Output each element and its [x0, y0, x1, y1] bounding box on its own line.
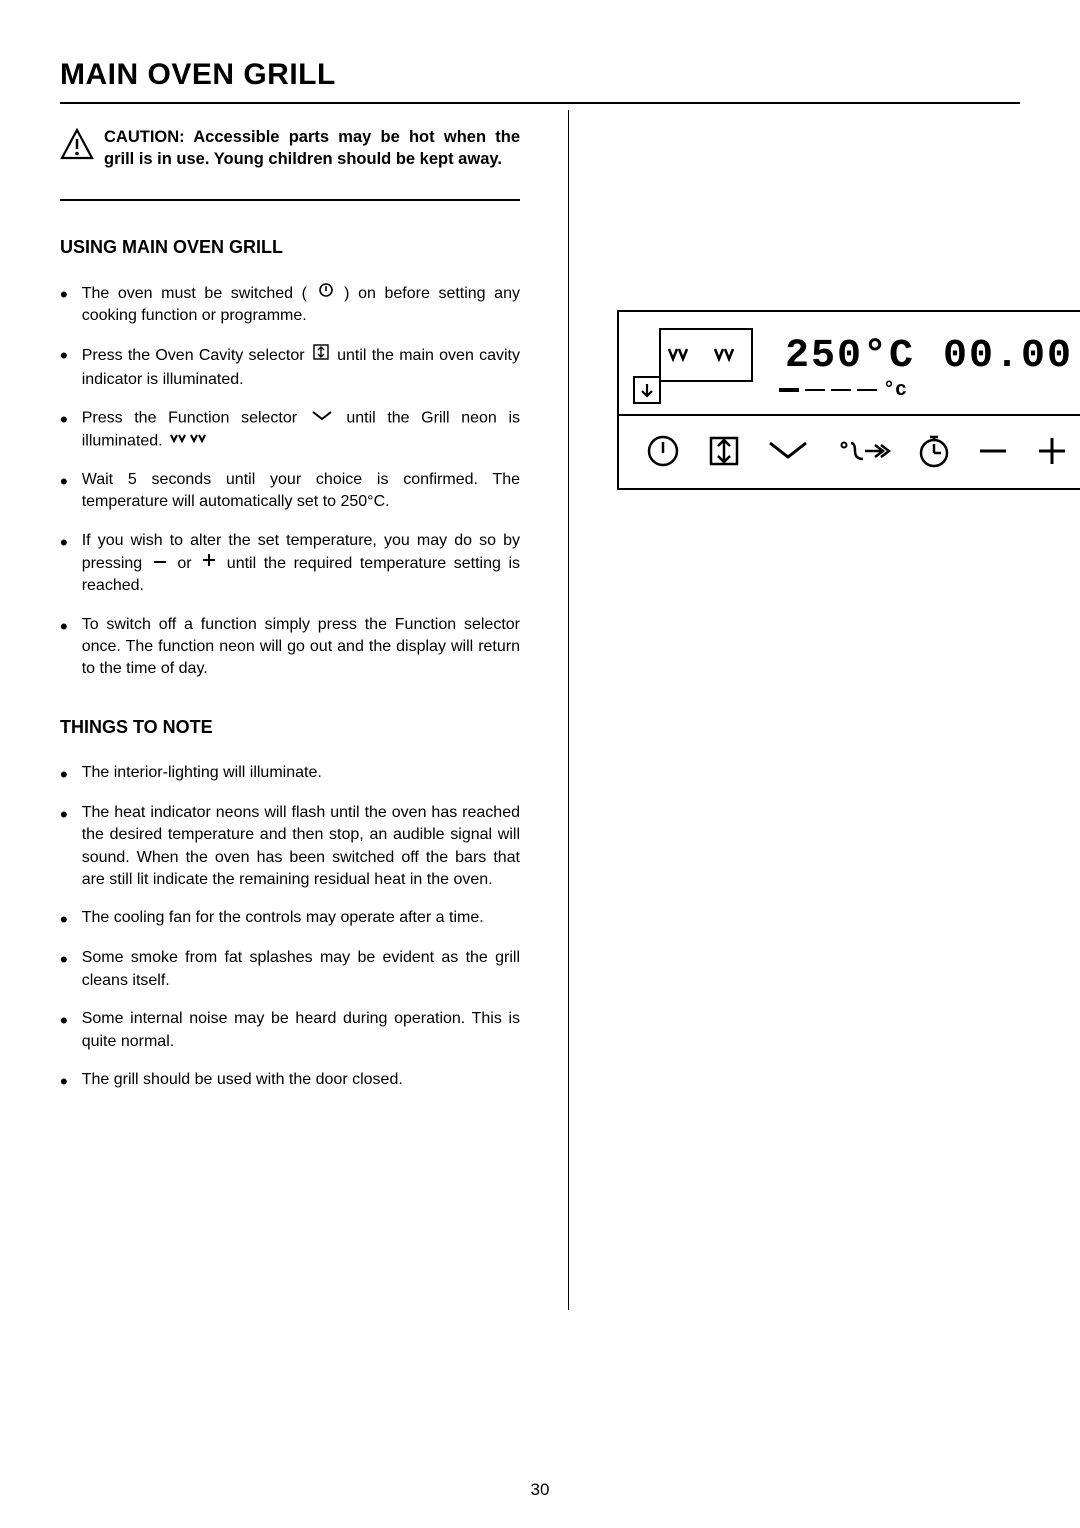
- digital-readout: 250°C °c 00.00: [765, 325, 1080, 402]
- list-item: The cooling fan for the controls may ope…: [60, 907, 520, 931]
- text-fragment: The oven must be switched (: [82, 284, 307, 301]
- things-to-note-heading: THINGS TO NOTE: [60, 717, 520, 738]
- list-item: If you wish to alter the set temperature…: [60, 530, 520, 598]
- text-fragment: Some internal noise may be heard during …: [82, 1008, 520, 1053]
- power-button-icon[interactable]: [645, 433, 681, 469]
- oven-display-panel: 250°C °c 00.00: [617, 310, 1080, 490]
- display-buttons-row: [619, 414, 1080, 488]
- function-button-icon[interactable]: [766, 439, 810, 463]
- grill-mode-icon: [659, 328, 753, 382]
- text-fragment: Wait 5 seconds until your choice is conf…: [82, 469, 520, 514]
- page-number: 30: [0, 1480, 1080, 1500]
- plus-button-icon[interactable]: [1035, 434, 1069, 468]
- oven-cavity-button-icon[interactable]: [706, 433, 742, 469]
- timer-button-icon[interactable]: [916, 433, 952, 469]
- list-item: The grill should be used with the door c…: [60, 1069, 520, 1093]
- mode-indicator: [633, 322, 753, 404]
- heat-indicator-bars: °c: [779, 379, 907, 402]
- plus-icon: [201, 552, 217, 575]
- list-item: The oven must be switched ( ) on before …: [60, 282, 520, 328]
- minus-button-icon[interactable]: [976, 441, 1010, 461]
- list-item: Press the Function selector until the Gr…: [60, 407, 520, 453]
- down-arrow-icon: [633, 376, 661, 404]
- time-display: 00.00: [943, 337, 1073, 377]
- caution-text: CAUTION: Accessible parts may be hot whe…: [104, 126, 520, 171]
- list-item: Wait 5 seconds until your choice is conf…: [60, 469, 520, 514]
- display-top-row: 250°C °c 00.00: [619, 312, 1080, 416]
- text-fragment: Some smoke from fat splashes may be evid…: [82, 947, 520, 992]
- temp-rapid-button-icon[interactable]: [835, 437, 891, 465]
- things-to-note-list: The interior-lighting will illuminate. T…: [60, 762, 520, 1093]
- minus-icon: [152, 552, 168, 574]
- text-fragment: Press the Function selector: [82, 410, 309, 427]
- left-column: CAUTION: Accessible parts may be hot whe…: [60, 104, 520, 1310]
- temp-unit: °c: [883, 379, 907, 402]
- function-selector-icon: [311, 407, 333, 429]
- power-icon: [318, 282, 334, 305]
- list-item: Press the Oven Cavity selector until the…: [60, 343, 520, 391]
- grill-double-icon: [169, 430, 207, 452]
- page-title: MAIN OVEN GRILL: [60, 58, 1020, 104]
- caution-block: CAUTION: Accessible parts may be hot whe…: [60, 104, 520, 201]
- list-item: Some smoke from fat splashes may be evid…: [60, 947, 520, 992]
- list-item: To switch off a function simply press th…: [60, 614, 520, 681]
- text-fragment: The cooling fan for the controls may ope…: [82, 907, 520, 931]
- oven-cavity-icon: [312, 343, 330, 368]
- text-fragment: Press the Oven Cavity selector: [82, 347, 310, 364]
- text-fragment: or: [177, 555, 199, 572]
- list-item: Some internal noise may be heard during …: [60, 1008, 520, 1053]
- list-item: The heat indicator neons will flash unti…: [60, 802, 520, 892]
- using-grill-heading: USING MAIN OVEN GRILL: [60, 237, 520, 258]
- text-fragment: The heat indicator neons will flash unti…: [82, 802, 520, 892]
- right-column: 250°C °c 00.00: [568, 110, 1080, 1310]
- text-fragment: The grill should be used with the door c…: [82, 1069, 520, 1093]
- heat-bar: [831, 389, 851, 391]
- text-fragment: The interior-lighting will illuminate.: [82, 762, 520, 786]
- warning-triangle-icon: [60, 128, 94, 167]
- temperature-display: 250°C: [785, 337, 915, 377]
- text-fragment: To switch off a function simply press th…: [82, 614, 520, 681]
- heat-bar: [805, 389, 825, 391]
- using-grill-list: The oven must be switched ( ) on before …: [60, 282, 520, 681]
- heat-bar: [857, 389, 877, 391]
- heat-bar: [779, 388, 799, 392]
- list-item: The interior-lighting will illuminate.: [60, 762, 520, 786]
- two-column-layout: CAUTION: Accessible parts may be hot whe…: [60, 104, 1020, 1310]
